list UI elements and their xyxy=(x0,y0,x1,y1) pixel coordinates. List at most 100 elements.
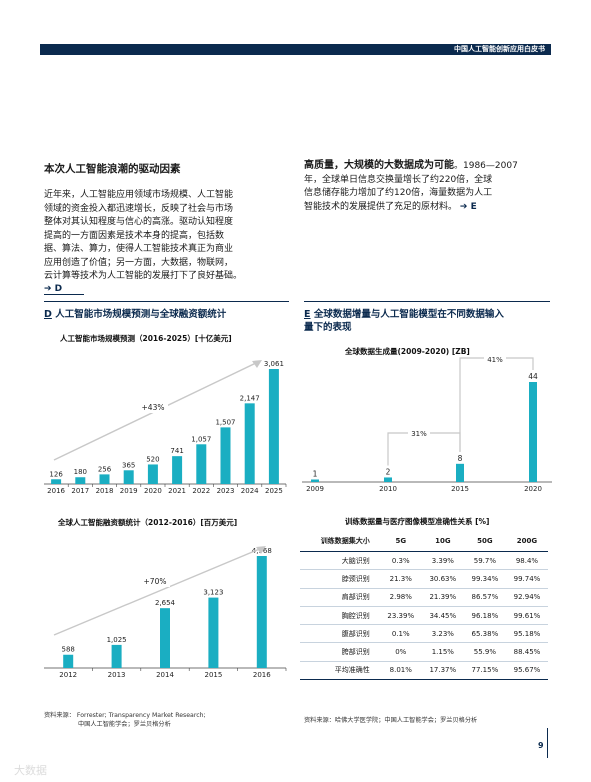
source-left: 资料来源： Forrester; Transparency Market Res… xyxy=(44,711,206,729)
source-label: 资料来源： xyxy=(44,712,75,719)
table-header-cell: 50G xyxy=(463,531,506,552)
ref-link-e[interactable]: ➔ E xyxy=(459,201,477,212)
table-header-cell: 10G xyxy=(421,531,464,552)
annotation-bg xyxy=(138,401,168,413)
tick-label: 2017 xyxy=(71,487,89,495)
growth-annotation: 41% xyxy=(487,356,503,364)
data-label: 1 xyxy=(313,470,318,479)
bar xyxy=(311,479,319,482)
source-line1: Forrester; Transparency Market Research; xyxy=(76,712,206,719)
bar xyxy=(111,644,122,668)
bar xyxy=(384,477,392,482)
section-e-text2: 量下的表现 xyxy=(304,322,352,333)
data-growth-chart: 1 2009 2 2010 8 2015 44 2020 31% 41% xyxy=(302,355,552,493)
section-d-letter: D xyxy=(44,309,52,320)
data-label: 588 xyxy=(62,646,75,654)
data-label: 8 xyxy=(458,454,463,463)
tick-label: 2021 xyxy=(168,487,186,495)
table-cell: 99.61% xyxy=(505,606,548,626)
left-text-block: 本次人工智能浪潮的驱动因素 近年来，人工智能应用领域市场规模、人工智能 领域的资… xyxy=(44,161,284,295)
table-cell: 95.67% xyxy=(505,661,548,681)
bar xyxy=(208,597,219,668)
table-cell: 胯部识别 xyxy=(300,642,380,662)
table-cell: 大脑识别 xyxy=(300,551,380,571)
ref-underline xyxy=(44,293,84,295)
table-cell: 55.9% xyxy=(463,642,506,662)
right-text-block: 高质量，大规模的大数据成为可能。1986—2007 年，全球单日信息交换量增长了… xyxy=(304,159,554,214)
section-d-text: 人工智能市场规模预测与全球融资额统计 xyxy=(55,309,227,320)
accuracy-table: 训练数据集大小 5G 10G 50G 200G 大脑识别 0.3% 3.39% 59.7% 98… xyxy=(300,531,548,681)
growth-bracket xyxy=(459,357,534,452)
data-label: 2 xyxy=(386,467,391,476)
bar xyxy=(75,477,86,484)
tick-label: 2015 xyxy=(451,485,469,493)
accuracy-table-wrap: 训练数据集大小 5G 10G 50G 200G 大脑识别 0.3% 3.39% 59.7% 98… xyxy=(300,531,548,681)
data-label: 1,507 xyxy=(215,418,235,426)
tick-label: 2013 xyxy=(108,671,126,679)
tick-label: 2020 xyxy=(144,487,162,495)
growth-annotation: 31% xyxy=(411,430,427,438)
bar xyxy=(529,382,537,482)
data-label: 1,057 xyxy=(191,435,211,443)
bar xyxy=(51,479,62,484)
growth-annotation: +43% xyxy=(142,403,165,412)
tick-label: 2025 xyxy=(265,487,283,495)
left-line: 应用创造了价值；另一方面，大数据，物联网， xyxy=(44,257,234,268)
section-d-rule xyxy=(44,301,289,302)
table-cell: 0.3% xyxy=(379,551,422,571)
left-heading: 本次人工智能浪潮的驱动因素 xyxy=(44,163,181,175)
tick-label: 2012 xyxy=(59,671,77,679)
table-row: 胯部识别 0% 1.15% 55.9% 88.45% xyxy=(300,642,548,662)
table-row: 腹部识别 0.1% 3.23% 65.38% 95.18% xyxy=(300,624,548,644)
bar xyxy=(99,474,110,484)
table-cell: 脖颈识别 xyxy=(300,569,380,589)
table-cell: 2.98% xyxy=(379,588,422,607)
table-header-cell: 200G xyxy=(505,531,548,552)
table-cell: 95.18% xyxy=(505,624,548,644)
table-row: 肩部识别 2.98% 21.39% 86.57% 92.94% xyxy=(300,588,548,607)
table-cell: 30.63% xyxy=(421,569,464,589)
chart1-title: 人工智能市场规模预测（2016-2025）[十亿美元] xyxy=(60,334,232,343)
data-label: 3,061 xyxy=(264,360,284,368)
right-paragraph: 高质量，大规模的大数据成为可能。1986—2007 年，全球单日信息交换量增长了… xyxy=(304,159,554,214)
ref-link-d[interactable]: ➔ D xyxy=(44,283,63,294)
table-cell: 3.39% xyxy=(421,551,464,571)
financing-chart: 58820121,02520132,65420143,12320154,9682… xyxy=(44,546,287,679)
table-cell: 17.37% xyxy=(421,661,464,681)
watermark: 大数据 xyxy=(14,764,47,777)
tick-label: 2022 xyxy=(192,487,210,495)
trend-arrow-head xyxy=(256,546,266,554)
right-line: 年，全球单日信息交换量增长了约220倍，全球 xyxy=(304,174,493,185)
right-line: 信息储存能力增加了约120倍，海量数据为人工 xyxy=(304,188,493,198)
left-line: 领域的资金投入都迅速增长，反映了社会与市场 xyxy=(44,203,234,214)
left-line: 近年来，人工智能应用领域市场规模、人工智能 xyxy=(44,190,234,200)
tick-label: 2023 xyxy=(217,487,235,495)
right-line: 智能技术的发展提供了充足的原材料。 xyxy=(304,201,458,212)
table-cell: 肩部识别 xyxy=(300,588,380,607)
section-d-title: D 人工智能市场规模预测与全球融资额统计 xyxy=(44,308,294,321)
table-cell: 77.15% xyxy=(463,661,506,681)
table-header-row: 训练数据集大小 5G 10G 50G 200G xyxy=(300,531,548,552)
growth-annotation: +70% xyxy=(144,577,167,586)
left-line: 提高的一方面因素是技术本身的提高，包括数 xyxy=(44,230,225,241)
table-cell: 65.38% xyxy=(463,624,506,644)
data-label: 180 xyxy=(74,468,87,476)
tick-label: 2009 xyxy=(306,485,324,493)
data-label: 3,123 xyxy=(203,589,223,597)
source-line2: 中国人工智能学会；罗兰贝格分析 xyxy=(78,721,171,728)
trend-arrow-head xyxy=(252,360,262,368)
tick-label: 2019 xyxy=(120,487,138,495)
table-cell: 86.57% xyxy=(463,588,506,607)
table-cell: 腹部识别 xyxy=(300,624,380,644)
left-line: 据、算法、算力，使得人工智能技术真正为商业 xyxy=(44,244,234,254)
data-label: 126 xyxy=(49,470,63,478)
bar xyxy=(256,556,267,668)
table-cell: 8.01% xyxy=(379,661,422,681)
tick-label: 2015 xyxy=(204,671,222,679)
table-header-cell: 训练数据集大小 xyxy=(300,531,380,552)
bar xyxy=(172,456,183,484)
chart2-title: 全球人工智能融资额统计（2012-2016）[百万美元] xyxy=(58,518,238,527)
tick-label: 2016 xyxy=(47,487,65,495)
bar xyxy=(456,463,464,482)
annotation-bg xyxy=(484,355,506,364)
